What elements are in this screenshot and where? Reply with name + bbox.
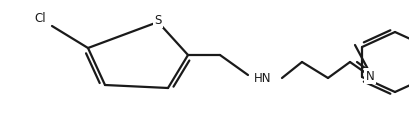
Text: S: S xyxy=(154,14,161,26)
Text: N: N xyxy=(365,70,373,82)
Text: Cl: Cl xyxy=(34,12,46,24)
Text: HN: HN xyxy=(254,72,271,85)
